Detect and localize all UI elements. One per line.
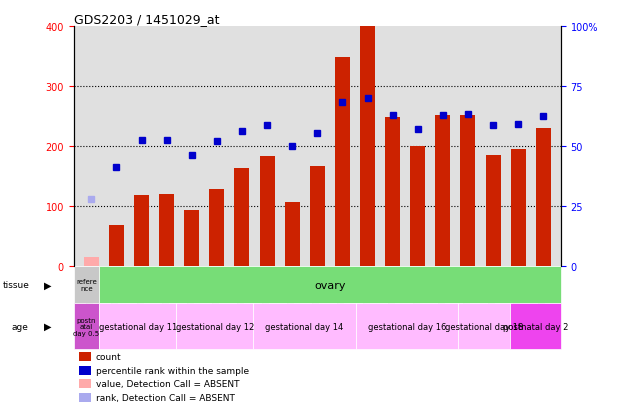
Bar [410,147,425,266]
Bar [360,27,375,266]
Text: postn
atal
day 0.5: postn atal day 0.5 [74,317,99,336]
Bar [74,304,99,349]
Text: percentile rank within the sample: percentile rank within the sample [96,366,249,375]
Bar [176,304,253,349]
Bar [356,304,458,349]
Text: tissue: tissue [3,280,30,290]
Bar [159,195,174,266]
Bar [458,304,510,349]
Bar [134,196,149,266]
Bar [210,190,224,266]
Bar [310,166,325,266]
Text: gestational day 18: gestational day 18 [445,322,523,331]
Text: gestational day 12: gestational day 12 [176,322,254,331]
Text: gestational day 14: gestational day 14 [265,322,344,331]
Bar [511,150,526,266]
Text: count: count [96,352,121,361]
Bar [460,116,476,266]
Text: postnatal day 2: postnatal day 2 [503,322,568,331]
Text: rank, Detection Call = ABSENT: rank, Detection Call = ABSENT [96,393,235,402]
Text: refere
nce: refere nce [76,278,97,292]
Bar [84,257,99,266]
Text: ▶: ▶ [44,280,51,290]
Text: age: age [12,322,28,331]
Bar [260,157,274,266]
Bar [285,202,300,266]
Bar [79,394,91,402]
Bar [485,156,501,266]
Bar [99,304,176,349]
Bar [109,226,124,266]
Bar [253,304,356,349]
Bar [79,366,91,375]
Bar [510,304,561,349]
Bar [235,169,249,266]
Bar [79,352,91,361]
Bar [536,129,551,266]
Bar [435,116,451,266]
Text: value, Detection Call = ABSENT: value, Detection Call = ABSENT [96,380,239,389]
Bar [74,266,99,304]
Text: gestational day 16: gestational day 16 [368,322,446,331]
Text: gestational day 11: gestational day 11 [99,322,177,331]
Text: GDS2203 / 1451029_at: GDS2203 / 1451029_at [74,13,219,26]
Text: ▶: ▶ [44,321,51,331]
Bar [385,118,400,266]
Bar [79,380,91,388]
Bar [335,58,350,266]
Bar [184,211,199,266]
Text: ovary: ovary [314,280,346,290]
